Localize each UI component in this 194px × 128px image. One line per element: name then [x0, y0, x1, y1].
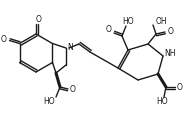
- Text: NH: NH: [164, 50, 176, 58]
- Text: HO: HO: [156, 98, 168, 106]
- Text: N: N: [67, 42, 73, 51]
- Text: HO: HO: [43, 98, 55, 106]
- Text: O: O: [106, 25, 112, 35]
- Text: O: O: [168, 28, 174, 36]
- Text: HO: HO: [122, 17, 134, 25]
- Text: O: O: [70, 84, 76, 93]
- Text: O: O: [1, 35, 6, 44]
- Text: O: O: [177, 83, 183, 92]
- Text: OH: OH: [155, 17, 167, 25]
- Text: O: O: [36, 14, 42, 24]
